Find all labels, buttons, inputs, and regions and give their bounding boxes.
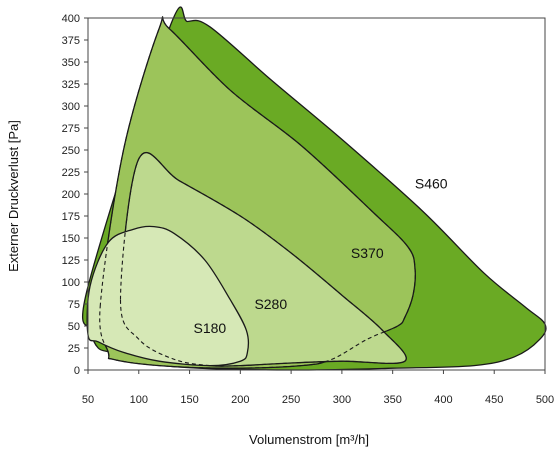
x-axis-ticks: 50 100 150 200 250 300 350 400 450 500 bbox=[82, 370, 554, 406]
x-tick-label: 100 bbox=[130, 394, 148, 406]
y-tick-label: 100 bbox=[62, 277, 80, 289]
regions bbox=[81, 6, 547, 371]
y-tick-label: 200 bbox=[62, 189, 80, 201]
y-axis-title: Externer Druckverlust [Pa] bbox=[6, 120, 21, 272]
y-tick-label: 250 bbox=[62, 145, 80, 157]
y-tick-label: 275 bbox=[62, 123, 80, 135]
x-tick-label: 450 bbox=[485, 394, 503, 406]
y-tick-label: 225 bbox=[62, 167, 80, 179]
label-s180: S180 bbox=[194, 320, 227, 336]
label-s460: S460 bbox=[415, 175, 448, 191]
y-tick-label: 50 bbox=[68, 321, 80, 333]
y-tick-label: 25 bbox=[68, 343, 80, 355]
x-tick-label: 500 bbox=[536, 394, 554, 406]
region-s180 bbox=[86, 225, 250, 367]
y-tick-label: 0 bbox=[74, 365, 80, 377]
y-tick-label: 125 bbox=[62, 255, 80, 267]
y-tick-label: 150 bbox=[62, 233, 80, 245]
x-tick-label: 50 bbox=[82, 394, 94, 406]
dashed-outline-s280 bbox=[119, 151, 407, 367]
label-s370: S370 bbox=[351, 245, 384, 261]
x-tick-label: 300 bbox=[333, 394, 351, 406]
x-tick-label: 400 bbox=[434, 394, 452, 406]
x-axis-title: Volumenstrom [m³/h] bbox=[249, 432, 369, 447]
y-tick-label: 300 bbox=[62, 101, 80, 113]
x-tick-label: 200 bbox=[231, 394, 249, 406]
label-s280: S280 bbox=[254, 296, 287, 312]
y-tick-label: 350 bbox=[62, 57, 80, 69]
x-tick-label: 350 bbox=[383, 394, 401, 406]
x-tick-label: 250 bbox=[282, 394, 300, 406]
y-tick-label: 375 bbox=[62, 35, 80, 47]
region-labels: S460 S370 S280 S180 bbox=[194, 175, 448, 335]
y-tick-label: 175 bbox=[62, 211, 80, 223]
y-tick-label: 400 bbox=[62, 13, 80, 25]
y-axis-ticks: 0 25 50 75 100 125 150 175 200 225 250 275 300 325 350… bbox=[62, 13, 88, 377]
y-tick-label: 75 bbox=[68, 299, 80, 311]
x-tick-label: 150 bbox=[180, 394, 198, 406]
y-tick-label: 325 bbox=[62, 79, 80, 91]
